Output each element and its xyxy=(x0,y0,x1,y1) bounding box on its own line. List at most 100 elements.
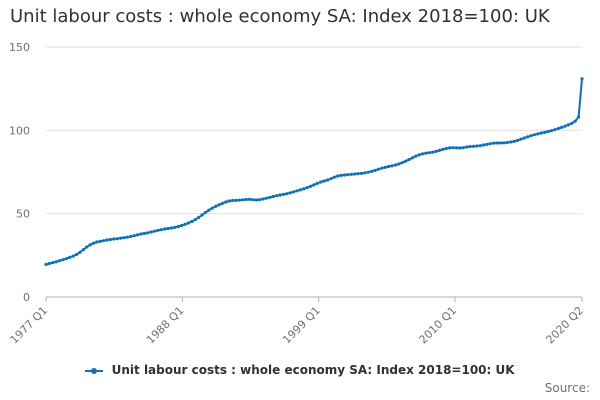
data-point[interactable] xyxy=(475,144,479,148)
data-point[interactable] xyxy=(380,166,384,170)
data-point[interactable] xyxy=(471,144,476,148)
data-point[interactable] xyxy=(336,174,340,178)
data-point[interactable] xyxy=(526,135,530,139)
data-point[interactable] xyxy=(271,194,275,199)
data-point[interactable] xyxy=(105,238,109,242)
data-point[interactable] xyxy=(387,164,391,169)
data-point[interactable] xyxy=(57,259,62,263)
data-point[interactable] xyxy=(407,157,411,162)
data-point[interactable] xyxy=(577,115,581,119)
data-point[interactable] xyxy=(502,141,506,145)
data-point[interactable] xyxy=(363,171,367,175)
data-point[interactable] xyxy=(183,222,187,226)
data-point[interactable] xyxy=(125,235,130,239)
data-point[interactable] xyxy=(312,183,316,187)
data-point[interactable] xyxy=(424,151,428,155)
data-point[interactable] xyxy=(370,169,374,173)
data-point[interactable] xyxy=(410,156,414,160)
data-point[interactable] xyxy=(247,197,252,201)
data-point[interactable] xyxy=(275,194,279,198)
data-point[interactable] xyxy=(529,134,533,138)
data-point[interactable] xyxy=(573,119,577,123)
data-point[interactable] xyxy=(224,200,228,204)
data-point[interactable] xyxy=(373,168,377,172)
data-point[interactable] xyxy=(566,123,571,127)
data-point[interactable] xyxy=(353,172,357,176)
data-point[interactable] xyxy=(278,193,282,197)
data-point[interactable] xyxy=(217,203,221,207)
data-point[interactable] xyxy=(319,180,323,184)
data-point[interactable] xyxy=(444,146,448,151)
data-point[interactable] xyxy=(142,231,146,235)
data-point[interactable] xyxy=(108,237,113,242)
data-point[interactable] xyxy=(417,153,421,157)
data-point[interactable] xyxy=(230,198,235,203)
data-point[interactable] xyxy=(288,191,292,195)
data-point[interactable] xyxy=(325,178,330,182)
data-point[interactable] xyxy=(159,228,163,232)
data-point[interactable] xyxy=(85,245,89,249)
data-point[interactable] xyxy=(95,240,99,244)
data-point[interactable] xyxy=(515,138,520,142)
data-point[interactable] xyxy=(258,198,262,202)
data-point[interactable] xyxy=(546,129,550,134)
data-point[interactable] xyxy=(47,261,51,266)
data-point[interactable] xyxy=(434,149,438,153)
data-point[interactable] xyxy=(522,136,526,140)
data-point[interactable] xyxy=(169,226,174,230)
data-point[interactable] xyxy=(74,252,79,257)
data-point[interactable] xyxy=(203,210,208,215)
data-point[interactable] xyxy=(197,215,201,220)
data-point[interactable] xyxy=(61,258,65,262)
data-point[interactable] xyxy=(478,144,482,148)
data-point[interactable] xyxy=(149,230,153,234)
data-point[interactable] xyxy=(241,198,245,202)
data-point[interactable] xyxy=(441,147,445,151)
data-point[interactable] xyxy=(549,129,554,133)
data-point[interactable] xyxy=(390,164,394,168)
data-point[interactable] xyxy=(139,232,143,236)
data-point[interactable] xyxy=(495,141,499,145)
data-point[interactable] xyxy=(342,173,347,177)
data-point[interactable] xyxy=(237,198,241,202)
data-point[interactable] xyxy=(129,234,133,239)
data-point[interactable] xyxy=(315,181,319,185)
data-point[interactable] xyxy=(536,132,540,136)
data-point[interactable] xyxy=(193,218,197,222)
data-point[interactable] xyxy=(180,223,184,228)
data-point[interactable] xyxy=(102,239,106,243)
data-point[interactable] xyxy=(146,231,150,235)
data-point[interactable] xyxy=(488,142,493,146)
data-point[interactable] xyxy=(468,144,472,149)
data-point[interactable] xyxy=(556,126,560,131)
data-point[interactable] xyxy=(251,198,255,202)
data-point[interactable] xyxy=(305,186,309,190)
data-point[interactable] xyxy=(376,167,381,171)
data-point[interactable] xyxy=(200,213,204,217)
data-point[interactable] xyxy=(78,250,82,254)
data-point[interactable] xyxy=(498,141,503,145)
data-point[interactable] xyxy=(492,141,496,145)
data-point[interactable] xyxy=(397,162,401,166)
data-point[interactable] xyxy=(332,175,336,179)
data-point[interactable] xyxy=(220,201,225,205)
data-point[interactable] xyxy=(295,189,299,193)
data-point[interactable] xyxy=(393,163,398,167)
data-point[interactable] xyxy=(285,192,289,196)
data-point[interactable] xyxy=(207,208,211,212)
data-point[interactable] xyxy=(519,137,523,141)
data-point[interactable] xyxy=(454,146,459,150)
data-point[interactable] xyxy=(64,257,68,261)
data-point[interactable] xyxy=(339,173,343,177)
data-point[interactable] xyxy=(122,236,126,240)
data-point[interactable] xyxy=(98,239,102,243)
data-point[interactable] xyxy=(461,146,465,150)
data-point[interactable] xyxy=(414,154,418,158)
data-point[interactable] xyxy=(156,228,160,232)
data-point[interactable] xyxy=(346,173,350,177)
data-point[interactable] xyxy=(553,128,557,132)
data-point[interactable] xyxy=(329,177,333,181)
data-point[interactable] xyxy=(173,225,177,229)
data-point[interactable] xyxy=(427,151,431,155)
data-point[interactable] xyxy=(176,224,180,229)
